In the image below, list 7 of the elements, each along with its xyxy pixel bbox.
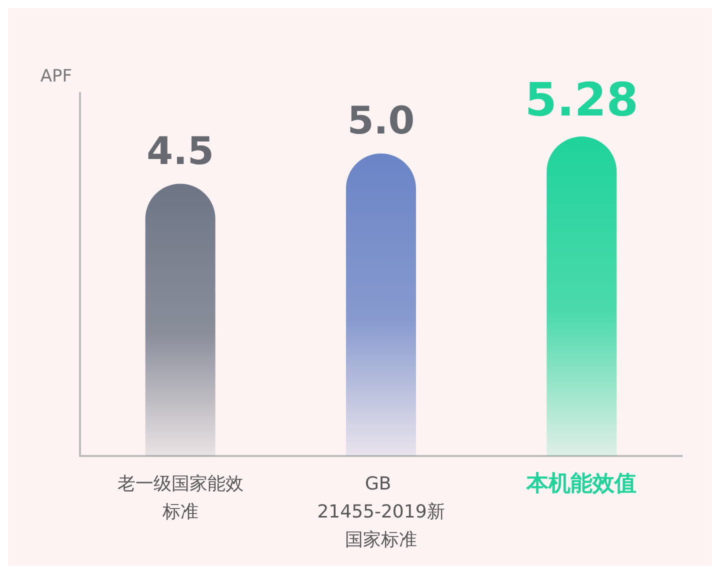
data-label: 5.0 — [347, 98, 415, 142]
x-tick-label: 老一级国家能效标准 — [117, 474, 244, 522]
x-tick-label: GB 21455-2019新国家标准 — [317, 474, 445, 550]
x-tick-label: 本机能效值 — [526, 472, 637, 496]
data-label: 5.28 — [524, 72, 638, 127]
data-label: 4.5 — [146, 128, 214, 173]
y-axis-title: APF — [40, 66, 72, 86]
